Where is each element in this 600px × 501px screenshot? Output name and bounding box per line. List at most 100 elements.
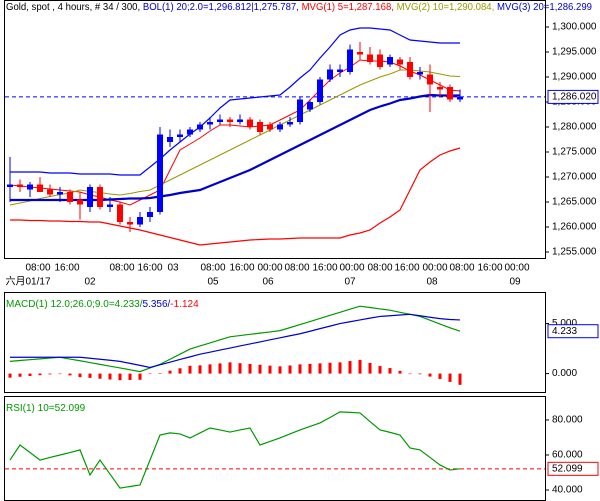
legend-entry: -1.124 xyxy=(170,299,199,310)
histogram-bar xyxy=(198,365,202,374)
legend-entry: MVG(2) 10=1,290.084, xyxy=(397,2,495,13)
candle-body xyxy=(327,69,333,80)
histogram-bar xyxy=(28,373,32,376)
histogram-bar xyxy=(308,363,312,374)
candle-body xyxy=(337,69,343,72)
x-tick-label: 08:00 xyxy=(200,263,225,274)
candle-body xyxy=(167,137,173,142)
histogram-bar xyxy=(418,373,422,375)
candle-body xyxy=(177,134,183,137)
candle-body xyxy=(67,192,73,202)
histogram-bar xyxy=(318,363,322,374)
histogram-bar xyxy=(368,362,372,374)
histogram-bar xyxy=(8,373,12,378)
candle-body xyxy=(107,204,113,207)
price-header: Gold, spot , 4 hours, # 34 / 300, BOL(1)… xyxy=(6,2,592,13)
indicator-line xyxy=(10,313,461,369)
candle-body xyxy=(287,122,293,125)
candle-body xyxy=(117,204,123,222)
current-value-label: 52.099 xyxy=(552,463,583,474)
histogram-bar xyxy=(258,364,262,374)
candle-body xyxy=(197,124,203,130)
histogram-bar xyxy=(298,364,302,374)
candle-body xyxy=(457,96,463,100)
histogram-bar xyxy=(378,366,382,374)
candle-body xyxy=(377,54,383,67)
candle-body xyxy=(387,57,393,65)
candle-body xyxy=(97,187,103,207)
y-tick-label: 1,300.000 xyxy=(552,22,597,33)
macd-panel xyxy=(4,292,546,393)
moving-average xyxy=(9,59,461,206)
candle-body xyxy=(407,62,413,77)
bollinger-upper xyxy=(10,27,460,176)
y-tick-label: 80.000 xyxy=(552,415,583,426)
candle-body xyxy=(447,87,453,100)
x-date-label: 08 xyxy=(426,277,438,288)
x-date-label: 02 xyxy=(84,277,96,288)
histogram-bar xyxy=(218,363,222,374)
current-value-label: 4.233 xyxy=(552,326,577,337)
candle-body xyxy=(27,184,33,190)
x-tick-label: 08:00 xyxy=(109,263,134,274)
candle-body xyxy=(207,122,213,125)
x-date-label: 六月01/17 xyxy=(5,276,50,288)
current-value-box xyxy=(547,461,599,476)
candle-body xyxy=(77,199,83,205)
x-date-label: 05 xyxy=(207,277,219,288)
histogram-bar xyxy=(68,373,72,376)
x-date-label: 09 xyxy=(509,277,521,288)
x-tick-label: 16:00 xyxy=(477,263,502,274)
histogram-bar xyxy=(238,363,242,374)
histogram-bar xyxy=(408,373,412,375)
candle-body xyxy=(247,119,253,127)
histogram-bar xyxy=(138,373,142,380)
candle-body xyxy=(397,59,403,65)
candle-body xyxy=(147,212,153,217)
candle-body xyxy=(217,119,223,122)
histogram-bar xyxy=(178,368,182,374)
candle-body xyxy=(57,192,63,195)
histogram-bar xyxy=(18,373,22,377)
histogram-bar xyxy=(88,373,92,378)
histogram-bar xyxy=(48,373,52,375)
x-tick-label: 00:00 xyxy=(339,263,364,274)
x-tick-label: 16:00 xyxy=(229,263,254,274)
rsi-header: RSI(1) 10=52.099 xyxy=(6,403,86,414)
histogram-bar xyxy=(328,362,332,374)
x-tick-label: 08:00 xyxy=(284,263,309,274)
histogram-bar xyxy=(128,373,132,380)
histogram-bar xyxy=(158,373,162,374)
x-tick-label: 00:00 xyxy=(504,263,529,274)
y-tick-label: 1,270.000 xyxy=(552,172,597,183)
histogram-bar xyxy=(398,370,402,374)
histogram-bar xyxy=(358,359,362,374)
y-tick-label: 1,290.000 xyxy=(552,72,597,83)
candle-body xyxy=(7,184,13,187)
x-tick-label: 16:00 xyxy=(137,263,162,274)
candle-body xyxy=(257,122,263,132)
candle-body xyxy=(17,184,23,187)
candle-body xyxy=(127,222,133,225)
candle-body xyxy=(307,102,313,110)
candle-body xyxy=(437,87,443,90)
histogram-bar xyxy=(338,362,342,374)
histogram-bar xyxy=(438,373,442,379)
candle-body xyxy=(297,99,303,122)
histogram-bar xyxy=(38,373,42,376)
histogram-bar xyxy=(228,362,232,374)
histogram-bar xyxy=(268,365,272,374)
y-tick-label: 1,295.000 xyxy=(552,47,597,58)
indicator-line xyxy=(9,411,461,489)
current-value-box xyxy=(547,324,599,339)
candle-body xyxy=(267,124,273,130)
histogram-bar xyxy=(248,363,252,374)
candle-body xyxy=(417,72,423,75)
candle-body xyxy=(357,52,363,55)
histogram-bar xyxy=(428,373,432,377)
histogram-bar xyxy=(448,373,452,382)
x-tick-label: 08:00 xyxy=(449,263,474,274)
x-date-label: 07 xyxy=(344,277,356,288)
histogram-bar xyxy=(208,364,212,374)
